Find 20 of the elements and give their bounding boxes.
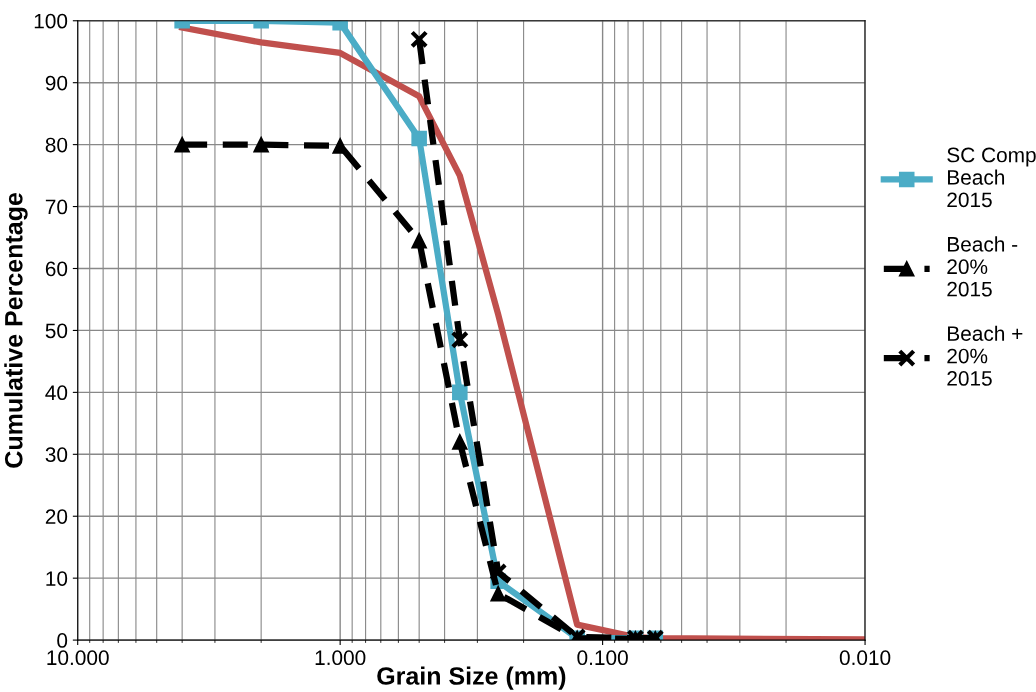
y-tick-label: 90 — [45, 75, 68, 91]
y-axis-title: Cumulative Percentage — [4, 193, 28, 468]
x-tick-label: 0.100 — [577, 650, 628, 666]
y-tick-label: 100 — [34, 13, 68, 29]
y-tick-label: 0 — [57, 633, 68, 648]
y-tick-label: 30 — [45, 447, 68, 463]
y-tick-label: 20 — [45, 509, 68, 524]
y-tick-label: 10 — [46, 571, 68, 586]
legend-label: Beach - 20% 2015 — [947, 236, 1018, 297]
y-tick-label: 40 — [45, 385, 68, 401]
x-tick-label: 1.000 — [315, 650, 366, 666]
y-tick-label: 70 — [45, 199, 68, 215]
x-tick-label: 10.000 — [47, 650, 109, 666]
y-tick-label: 80 — [45, 137, 68, 153]
legend-label: Beach + 20% 2015 — [947, 325, 1023, 386]
y-tick-label: 60 — [45, 261, 68, 277]
x-tick-label: 0.010 — [839, 650, 891, 666]
legend-label: SC Comp Beach 2015 — [947, 147, 1036, 208]
y-tick-label: 50 — [45, 323, 68, 339]
x-axis-title: Grain Size (mm) — [377, 666, 566, 690]
